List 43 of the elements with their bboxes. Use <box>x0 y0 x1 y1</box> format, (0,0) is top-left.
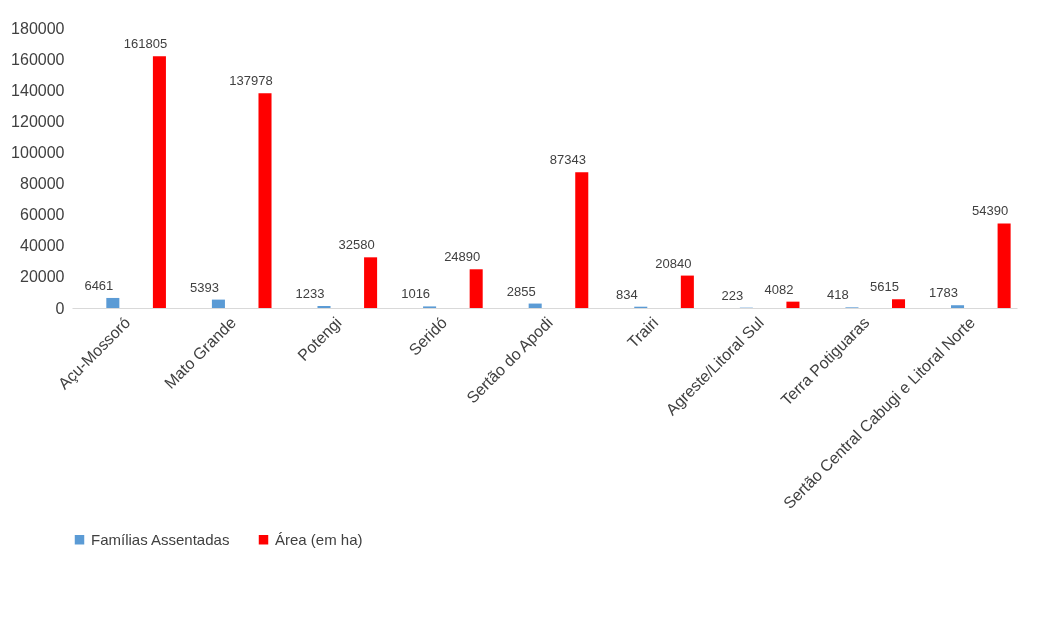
y-tick-label: 20000 <box>20 268 65 286</box>
y-tick-label: 60000 <box>20 206 65 224</box>
data-label: 1016 <box>401 286 431 302</box>
data-label: 5615 <box>870 279 900 295</box>
bar <box>106 297 120 308</box>
data-label: 24890 <box>444 249 481 265</box>
data-label: 1233 <box>295 286 325 302</box>
legend-label: Área (em ha) <box>275 530 363 548</box>
bar <box>364 257 378 308</box>
y-tick-label: 180000 <box>11 19 65 37</box>
data-label: 32580 <box>338 237 375 253</box>
bar <box>997 223 1011 308</box>
data-label: 223 <box>721 287 744 303</box>
bar <box>528 303 542 308</box>
data-label: 87343 <box>549 152 586 168</box>
bar <box>786 301 800 308</box>
data-label: 6461 <box>84 277 114 293</box>
y-tick-label: 80000 <box>20 175 65 193</box>
y-tick-label: 120000 <box>11 112 65 130</box>
bar <box>575 172 589 308</box>
bar <box>680 275 694 308</box>
bar <box>211 299 225 308</box>
data-label: 4082 <box>764 281 794 297</box>
data-label: 834 <box>615 286 638 302</box>
data-label: 418 <box>827 287 849 303</box>
data-label: 5393 <box>189 279 219 295</box>
data-label: 161805 <box>123 36 168 52</box>
bar <box>258 93 272 308</box>
data-label: 137978 <box>229 73 273 89</box>
bar <box>152 56 166 308</box>
data-label: 20840 <box>655 255 692 271</box>
y-tick-label: 0 <box>55 299 65 317</box>
y-tick-label: 100000 <box>11 143 65 161</box>
data-label: 54390 <box>972 203 1009 219</box>
data-label: 2855 <box>506 283 536 299</box>
bar <box>469 269 483 308</box>
bar <box>951 305 965 308</box>
bar <box>892 299 906 308</box>
data-label: 1783 <box>929 285 959 301</box>
y-tick-label: 140000 <box>11 81 65 99</box>
y-tick-label: 40000 <box>20 237 65 255</box>
legend-label: Famílias Assentadas <box>91 530 230 548</box>
y-tick-label: 160000 <box>11 50 65 68</box>
